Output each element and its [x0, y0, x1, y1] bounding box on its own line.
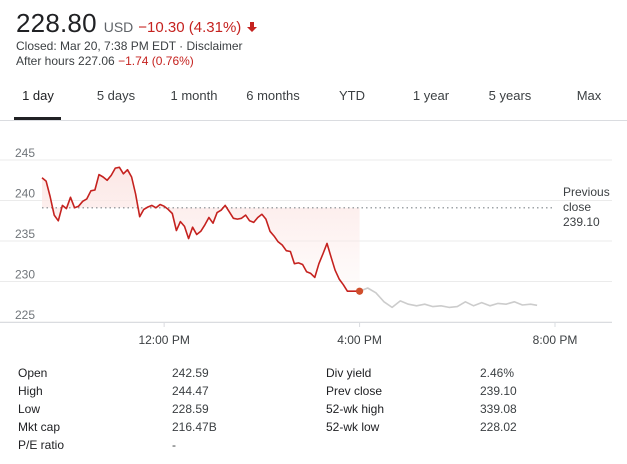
tab-1-year[interactable]: 1 year — [412, 88, 450, 103]
price-line — [41, 166, 360, 292]
after-hours-price: After hours 227.06 — [16, 54, 119, 68]
after-hours-line — [359, 287, 538, 309]
stat-label: High — [18, 384, 43, 398]
stat-value: 244.47 — [172, 384, 209, 398]
after-hours-change: −1.74 (0.76%) — [118, 54, 194, 68]
stat-value: 339.08 — [480, 402, 517, 416]
previous-close-label-line: close — [563, 200, 591, 214]
down-arrow-icon — [247, 22, 258, 32]
closed-time: Closed: Mar 20, 7:38 PM EDT · — [16, 39, 187, 53]
after-hours-line: After hours 227.06 −1.74 (0.76%) — [16, 54, 258, 69]
tab-1-day[interactable]: 1 day — [22, 88, 54, 103]
stat-label: 52-wk high — [326, 402, 385, 416]
tab-ytd[interactable]: YTD — [339, 88, 365, 103]
previous-close-label-line: Previous — [563, 185, 610, 199]
y-tick-label: 245 — [15, 146, 35, 160]
stat-value: 228.02 — [480, 420, 517, 434]
price-chart[interactable]: 245 240 235 230 225 12:00 PM 4:00 PM 8:00 PM Pre… — [0, 140, 627, 348]
price-change: −10.30 (4.31%) — [138, 19, 242, 36]
tab-1-month[interactable]: 1 month — [170, 88, 218, 103]
x-tick-label: 8:00 PM — [533, 333, 578, 347]
currency: USD — [103, 19, 134, 35]
stat-label: Open — [18, 366, 48, 380]
tab-6-months[interactable]: 6 months — [246, 88, 300, 103]
quote-header: 228.80 USD −10.30 (4.31%) Closed: Mar 20… — [16, 8, 258, 69]
x-tick-label: 4:00 PM — [337, 333, 382, 347]
stat-value: 2.46% — [480, 366, 515, 380]
tab-5-years[interactable]: 5 years — [488, 88, 532, 103]
previous-close-label: Previous close — [563, 185, 610, 214]
stat-value: 228.59 — [172, 402, 209, 416]
tab-max[interactable]: Max — [576, 88, 602, 103]
stat-label: P/E ratio — [18, 438, 65, 452]
price-row: 228.80 USD −10.30 (4.31%) — [16, 8, 258, 39]
active-tab-indicator — [14, 117, 61, 120]
y-tick-label: 225 — [15, 308, 35, 322]
stat-value: 242.59 — [172, 366, 209, 380]
price-area — [42, 167, 360, 292]
range-tabs: 1 day 5 days 1 month 6 months YTD 1 year… — [0, 80, 627, 121]
close-marker — [355, 287, 364, 295]
closed-line: Closed: Mar 20, 7:38 PM EDT · Disclaimer — [16, 39, 258, 54]
stat-label: Mkt cap — [18, 420, 61, 434]
y-tick-label: 230 — [15, 268, 35, 282]
tab-5-days[interactable]: 5 days — [96, 88, 136, 103]
current-price: 228.80 — [16, 8, 97, 38]
stat-label: Div yield — [326, 366, 372, 380]
stat-label: Low — [18, 402, 41, 416]
y-tick-label: 235 — [15, 227, 35, 241]
stat-value: 239.10 — [480, 384, 517, 398]
stat-value: - — [172, 438, 176, 452]
stat-label: Prev close — [326, 384, 383, 398]
stat-value: 216.47B — [172, 420, 217, 434]
previous-close-value: 239.10 — [563, 215, 600, 229]
disclaimer-link[interactable]: Disclaimer — [186, 39, 243, 53]
y-tick-label: 240 — [15, 187, 35, 201]
x-tick-label: 12:00 PM — [138, 333, 189, 347]
stat-label: 52-wk low — [326, 420, 380, 434]
